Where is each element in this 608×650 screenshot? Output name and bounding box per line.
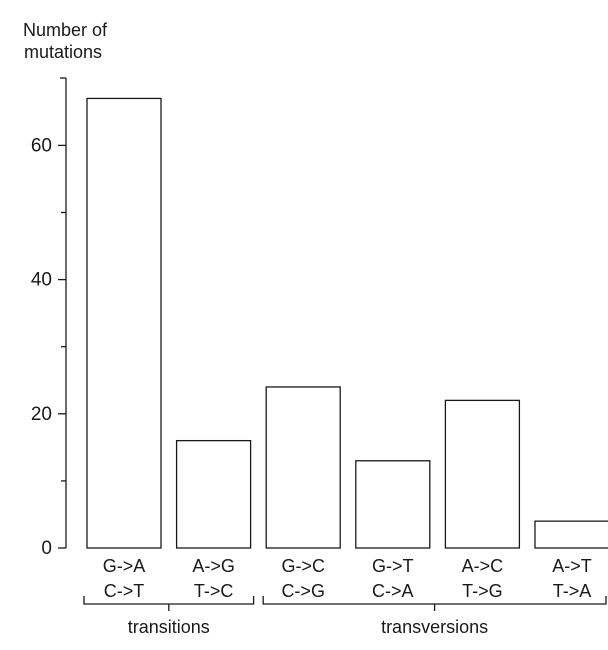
x-axis-category-labels: G->A C->T A->G T->C G->C C->G G->T C->A A->C T->G… xyxy=(103,556,592,601)
group-label: transitions xyxy=(128,617,210,637)
x-category-label: A->T xyxy=(552,556,592,576)
x-category-label: C->G xyxy=(281,581,325,601)
x-category-label: A->G xyxy=(192,556,235,576)
group-bracket xyxy=(83,596,255,611)
bar xyxy=(534,520,608,549)
group-label: transversions xyxy=(381,617,488,637)
y-axis-ticks: 0 20 40 60 xyxy=(31,77,66,559)
bar xyxy=(86,97,162,549)
bar xyxy=(355,460,431,549)
y-tick-label: 60 xyxy=(31,135,52,156)
x-category-label: A->C xyxy=(462,556,504,576)
x-category-label: T->A xyxy=(553,581,592,601)
x-category-label: G->A xyxy=(103,556,146,576)
y-axis-label-line-1: Number of xyxy=(23,20,108,40)
x-category-label: T->G xyxy=(462,581,503,601)
bars xyxy=(86,97,608,549)
x-category-label: G->T xyxy=(372,556,414,576)
category-groups: transitions transversions xyxy=(83,596,607,637)
bar xyxy=(444,399,521,549)
bar xyxy=(175,439,252,549)
y-axis-label-line-2: mutations xyxy=(24,42,102,62)
x-category-label: C->A xyxy=(372,581,414,601)
bar xyxy=(265,386,341,549)
y-tick-label: 20 xyxy=(31,404,52,425)
x-category-label: C->T xyxy=(104,581,145,601)
x-category-label: T->C xyxy=(194,581,234,601)
group-bracket xyxy=(262,596,607,611)
x-category-label: G->C xyxy=(281,556,325,576)
y-tick-label: 0 xyxy=(41,538,52,559)
y-tick-label: 40 xyxy=(31,270,52,291)
